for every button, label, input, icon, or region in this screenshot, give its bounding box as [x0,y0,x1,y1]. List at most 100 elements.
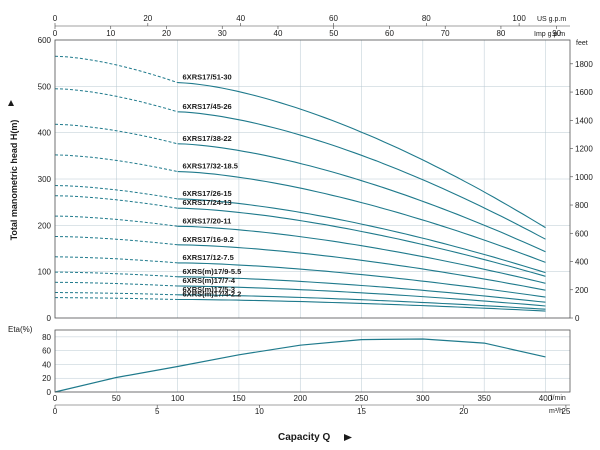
m3h-tick-label: 25 [561,407,570,416]
lmin-tick-label: 400 [539,394,553,403]
feet-tick-label: 1600 [575,88,593,97]
head-plot-frame [54,39,571,319]
head-curve-solid [177,262,546,298]
head-y-tick-label: 300 [38,175,52,184]
head-curve-solid [177,244,546,291]
feet-tick-label: 200 [575,286,589,295]
head-curve-solid [177,285,546,307]
head-curve-solid [177,225,546,284]
head-axis-title: Total manometric head H(m) [9,120,19,241]
head-curve-dashed [54,154,178,173]
efficiency-curve [54,338,546,393]
head-curve-dashed [54,292,178,296]
eta-y-tick-label: 60 [42,347,51,356]
curve-label: 6XRS17/16-9.2 [183,235,234,244]
capacity-axis-title: Capacity Q [278,432,330,443]
head-curve-dashed [54,256,178,264]
feet-tick-label: 1000 [575,173,593,182]
curve-label: 6XRS17/45-26 [183,102,232,111]
imp-gpm-unit: Imp g.p.m [534,31,565,38]
imp-gpm-tick-label: 30 [218,29,227,38]
curve-label: 6XRS17/38-22 [183,134,232,143]
us-gpm-tick-label: 60 [329,14,338,23]
feet-axis-unit: feet [576,40,588,47]
imp-gpm-tick-label: 80 [496,29,505,38]
imp-gpm-tick-label: 40 [274,29,283,38]
feet-tick-label: 600 [575,229,589,238]
feet-tick-label: 1800 [575,60,593,69]
head-curve-solid [177,171,546,263]
curve-label: 6XRS(m)17/5-3 [183,285,236,294]
head-curve-dashed [54,123,178,145]
ylabel-arrow-icon [8,100,14,106]
curve-label: 6XRS17/20-11 [183,216,232,225]
lmin-tick-label: 100 [171,394,185,403]
head-curve-dashed [54,195,178,209]
feet-tick-label: 1400 [575,116,593,125]
head-curve-dashed [54,297,178,300]
us-gpm-tick-label: 0 [53,14,58,23]
curve-label: 6XRS(m)17/4-2.2 [183,289,242,298]
imp-gpm-tick-label: 20 [162,29,171,38]
lmin-tick-label: 50 [112,394,121,403]
m3h-tick-label: 5 [155,407,160,416]
eta-y-tick-label: 0 [47,388,52,397]
us-gpm-tick-label: 40 [236,14,245,23]
head-curve-dashed [54,215,178,227]
curve-layer [54,55,546,393]
xlabel-arrow-icon [344,434,352,441]
grid-layer [54,23,573,408]
head-curve-dashed [54,236,178,246]
head-y-tick-label: 400 [38,129,52,138]
curve-label: 6XRS(m)17/7-4 [183,276,236,285]
head-y-tick-label: 600 [38,36,52,45]
us-gpm-unit: US g.p.m [537,16,566,23]
head-y-tick-label: 500 [38,82,52,91]
head-curve-solid [177,111,546,240]
lmin-tick-label: 150 [232,394,246,403]
curve-label: 6XRS17/51-30 [183,73,232,82]
curve-label: 6XRS17/26-15 [183,189,232,198]
head-curve-solid [177,207,546,277]
m3h-tick-label: 0 [53,407,58,416]
lmin-tick-label: 200 [294,394,308,403]
us-gpm-tick-label: 20 [143,14,152,23]
head-curve-solid [177,276,546,303]
us-gpm-tick-label: 100 [512,14,526,23]
curve-label: 6XRS17/32-18.5 [183,162,238,171]
lmin-tick-label: 300 [416,394,430,403]
imp-gpm-tick-label: 0 [53,29,58,38]
head-curve-dashed [54,281,178,287]
head-curve-solid [177,198,546,274]
head-curve-dashed [54,88,178,113]
us-gpm-tick-label: 80 [422,14,431,23]
feet-tick-label: 800 [575,201,589,210]
imp-gpm-tick-label: 10 [106,29,115,38]
imp-gpm-tick-label: 50 [329,29,338,38]
head-y-tick-label: 0 [47,314,52,323]
efficiency-plot-frame [54,329,571,393]
head-curve-solid [177,294,546,310]
lmin-unit: l/min [551,395,566,402]
head-curve-solid [177,82,546,229]
feet-tick-label: 400 [575,258,589,267]
head-y-tick-label: 200 [38,221,52,230]
head-curve-dashed [54,271,178,278]
lmin-tick-label: 250 [355,394,369,403]
head-curve-dashed [54,55,178,84]
head-curve-dashed [54,185,178,200]
m3h-tick-label: 10 [255,407,264,416]
curve-label: 6XRS17/24-13 [183,198,232,207]
eta-y-tick-label: 80 [42,333,51,342]
efficiency-axis-title: Eta(%) [8,325,33,334]
head-curve-solid [177,298,546,312]
m3h-tick-label: 15 [357,407,366,416]
m3h-unit: m³/h [549,408,563,415]
lmin-tick-label: 350 [477,394,491,403]
head-curve-solid [177,143,546,253]
feet-tick-label: 0 [575,314,580,323]
eta-y-tick-label: 40 [42,360,51,369]
imp-gpm-tick-label: 60 [385,29,394,38]
lmin-tick-label: 0 [53,394,58,403]
